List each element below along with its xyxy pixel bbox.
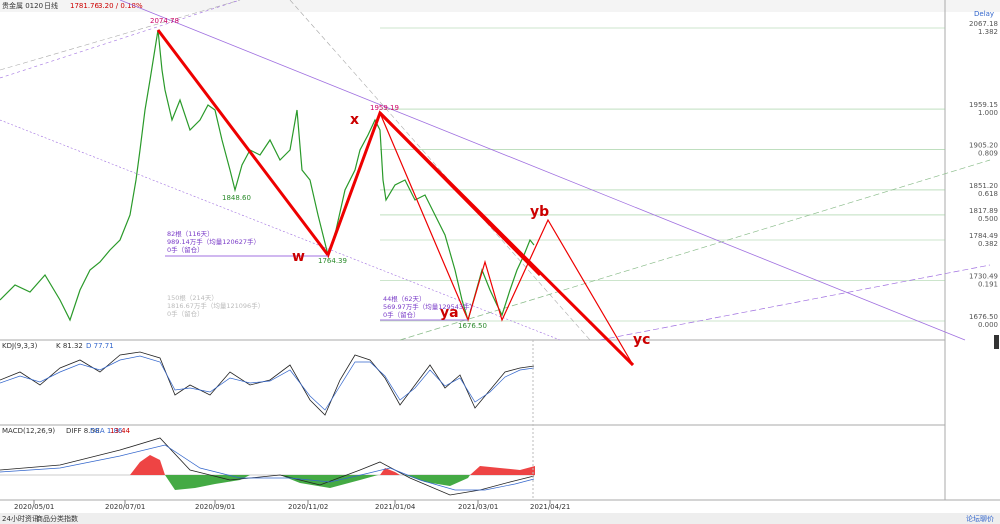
tab[interactable]: 商品分类指数 (36, 514, 78, 523)
change: 3.20 / 0.18% (98, 2, 143, 10)
trend-line (599, 264, 991, 341)
tab[interactable]: 论坛聊价 (966, 514, 994, 523)
delay-flag: Delay (974, 10, 994, 18)
tab-bar (0, 513, 1000, 524)
macd-diff (0, 437, 535, 496)
indicator-value: 13.44 (110, 427, 131, 435)
date-label: 2021/01/04 (375, 503, 416, 511)
level-price: 1817.89 (969, 207, 998, 215)
range-stat: 150根（214天） (167, 293, 218, 302)
level-price: 1784.49 (969, 232, 998, 240)
level-price: 1959.15 (969, 101, 998, 109)
channel-line (0, 119, 561, 341)
range-stat: 569.97万手（均量129543手） (383, 302, 476, 311)
indicator-value: DIFF 8.58 (66, 427, 99, 435)
price-annotation: 2074.78 (150, 17, 179, 25)
range-stat: 82根（116天） (167, 229, 214, 238)
range-stat: 989.14万手（均量120627手） (167, 237, 260, 246)
date-label: 2020/07/01 (105, 503, 145, 511)
indicator-name: MACD(12,26,9) (2, 427, 55, 435)
level-ratio: 0.500 (978, 215, 998, 223)
wave-label: ya (440, 305, 459, 321)
level-price: 1676.50 (969, 313, 998, 321)
indicator-value: D 77.71 (86, 342, 114, 350)
trend-line (289, 0, 591, 341)
price-path (0, 29, 535, 323)
pattern-line (378, 111, 635, 367)
range-stat: 1816.67万手（均量121096手） (167, 301, 264, 310)
price-annotation: 1959.19 (370, 104, 399, 112)
date-label: 2021/04/21 (530, 503, 570, 511)
date-label: 2020/09/01 (195, 503, 235, 511)
range-stat: 0手（留仓） (167, 309, 204, 318)
level-price: 2067.18 (969, 20, 998, 28)
date-label: 2020/05/01 (14, 503, 54, 511)
indicator-value: DEA 1.86 (90, 427, 123, 435)
level-ratio: 0.000 (978, 321, 998, 329)
date-label: 2020/11/02 (288, 503, 328, 511)
level-price: 1851.20 (969, 182, 998, 190)
level-ratio: 0.191 (978, 281, 998, 289)
range-stat: 0手（留仓） (383, 310, 420, 319)
header-bar (0, 0, 1000, 12)
price-annotation: 1848.60 (222, 194, 251, 202)
trend-line (0, 0, 241, 71)
wave-label: yb (530, 204, 549, 220)
range-stat: 44根（62天） (383, 294, 426, 303)
macd-hist-up (130, 455, 535, 475)
level-ratio: 1.382 (978, 28, 998, 36)
wave-label: x (350, 112, 359, 128)
kdj-d (0, 355, 535, 411)
period[interactable]: 日线 (44, 1, 58, 10)
kdj-k (0, 351, 535, 416)
level-ratio: 1.000 (978, 109, 998, 117)
symbol: 贵金属 0120 (2, 1, 43, 10)
indicator-value: K 81.32 (56, 342, 83, 350)
level-ratio: 0.618 (978, 190, 998, 198)
date-label: 2021/03/01 (458, 503, 498, 511)
range-stat: 0手（留仓） (167, 245, 204, 254)
level-price: 1730.49 (969, 273, 998, 281)
price-annotation: 1676.50 (458, 322, 487, 330)
indicator-name: KDJ(9,3,3) (2, 342, 38, 350)
scroll-handle[interactable] (994, 335, 999, 349)
level-ratio: 0.382 (978, 240, 998, 248)
trend-line (0, 0, 241, 79)
macd-hist-down (165, 475, 470, 490)
wave-label: w (292, 249, 305, 265)
macd-dea (0, 444, 535, 491)
trend-line (399, 159, 991, 341)
level-ratio: 0.809 (978, 149, 998, 157)
price-annotation: 1764.39 (318, 257, 347, 265)
pattern-line (379, 112, 634, 366)
channel-line (119, 0, 966, 341)
level-price: 1905.20 (969, 141, 998, 149)
wave-label: yc (633, 332, 650, 348)
tab[interactable]: 24小时资讯 (2, 514, 39, 523)
last-price: 1781.76 (70, 2, 99, 10)
